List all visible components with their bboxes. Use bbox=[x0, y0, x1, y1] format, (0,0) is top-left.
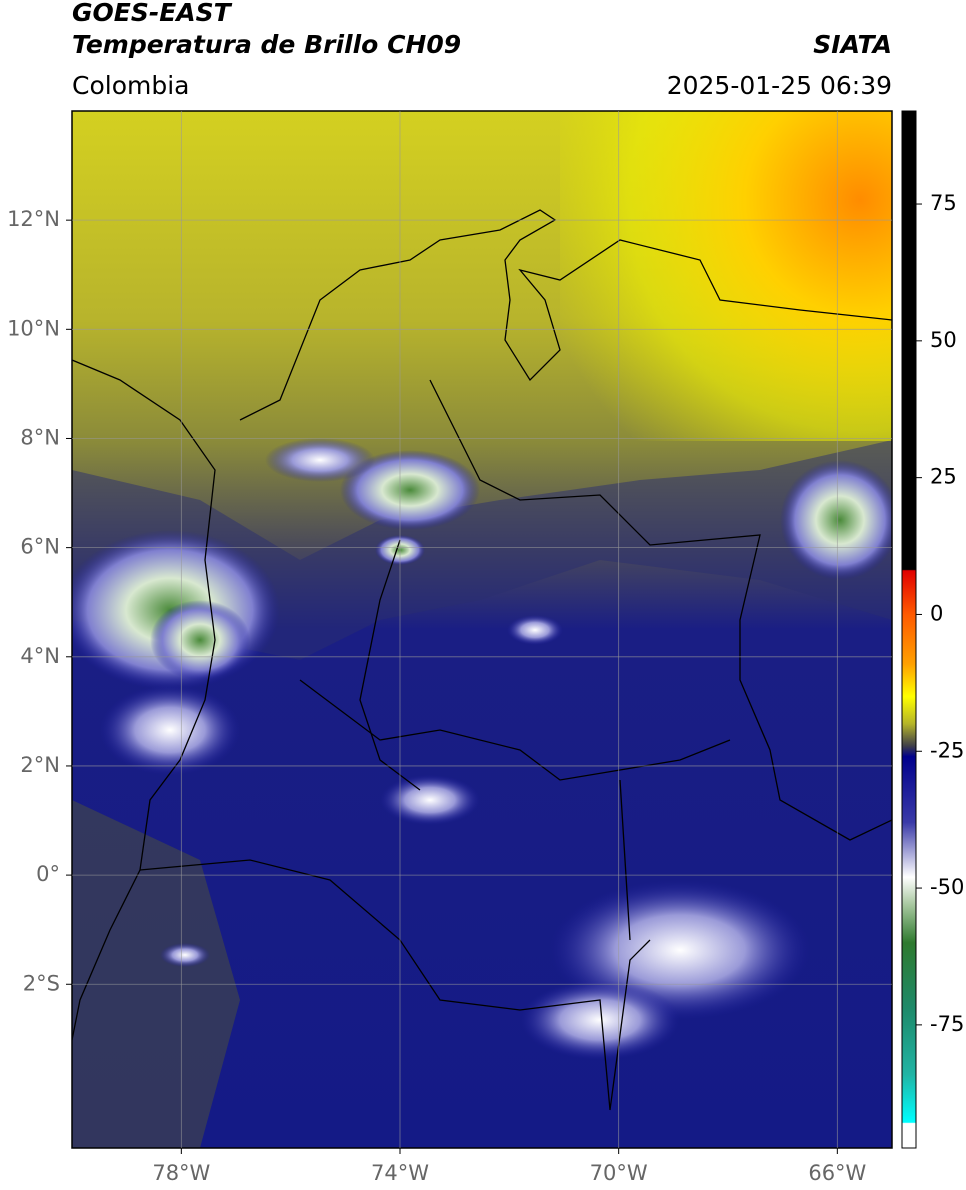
colorbar-tick-label: -75 bbox=[930, 1012, 964, 1036]
source: SIATA bbox=[813, 30, 892, 59]
map-frame bbox=[71, 110, 893, 1149]
x-tick-label: 70°W bbox=[590, 1161, 648, 1185]
y-tick-label: 6°N bbox=[20, 535, 60, 559]
borders bbox=[72, 209, 892, 1111]
colorbar bbox=[901, 110, 917, 1149]
y-tick-label: 2°N bbox=[20, 753, 60, 777]
colorbar-tick-label: -25 bbox=[930, 738, 964, 762]
colorbar-tick-label: -50 bbox=[930, 875, 964, 899]
x-tick-label: 74°W bbox=[371, 1161, 429, 1185]
x-tick-label: 66°W bbox=[808, 1161, 866, 1185]
x-tick-label: 78°W bbox=[152, 1161, 210, 1185]
satellite-image bbox=[72, 111, 892, 1148]
y-tick-label: 0° bbox=[36, 862, 60, 886]
timestamp: 2025-01-25 06:39 bbox=[667, 71, 892, 100]
colorbar-tick-label: 0 bbox=[930, 601, 943, 625]
title: GOES-EAST bbox=[72, 0, 233, 27]
y-tick-label: 8°N bbox=[20, 425, 60, 449]
y-tick-label: 12°N bbox=[7, 207, 60, 231]
y-tick-label: 4°N bbox=[20, 644, 60, 668]
y-tick-label: 2°S bbox=[23, 971, 60, 995]
colorbar-tick-label: 25 bbox=[930, 465, 957, 489]
region: Colombia bbox=[72, 71, 189, 100]
colorbar-tick-label: 75 bbox=[930, 191, 957, 215]
y-tick-label: 10°N bbox=[7, 316, 60, 340]
colorbar-tick-label: 50 bbox=[930, 328, 957, 352]
subtitle: Temperatura de Brillo CH09 bbox=[72, 30, 461, 59]
